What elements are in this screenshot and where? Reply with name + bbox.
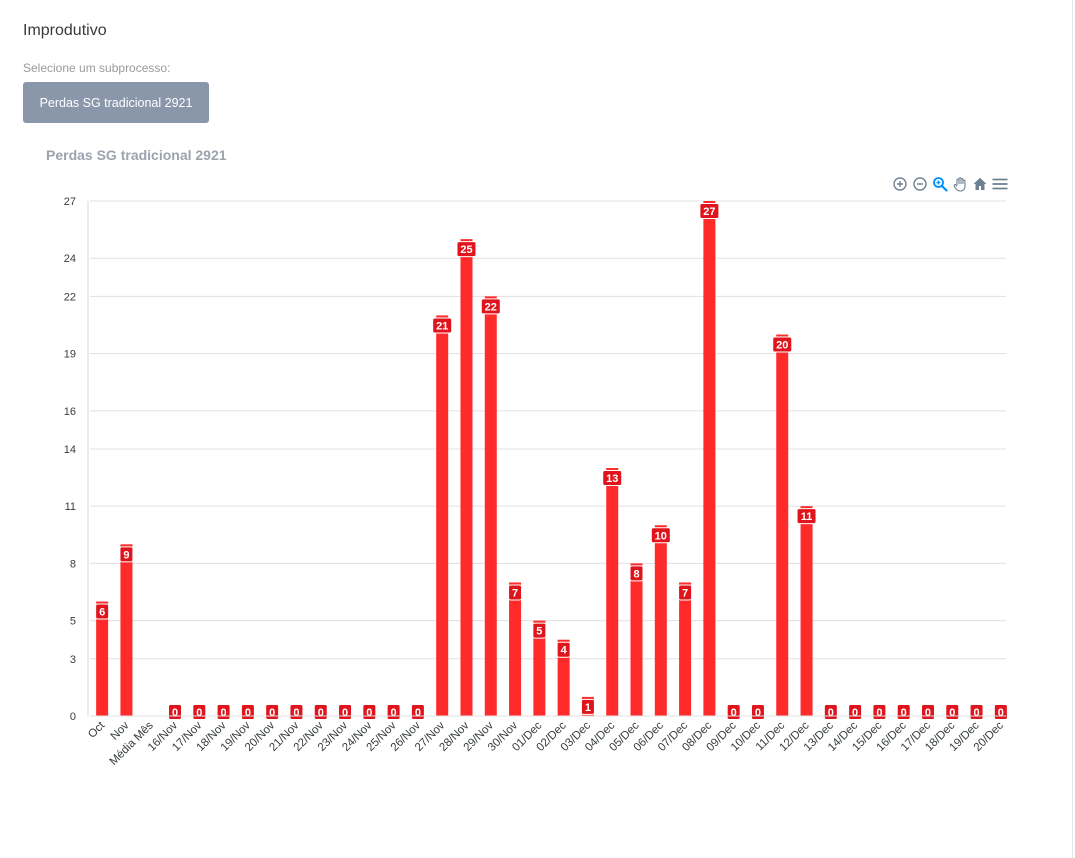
chart-toolbar [890, 174, 1010, 194]
bar[interactable] [460, 239, 473, 717]
y-tick-label: 8 [70, 558, 76, 570]
data-label-bg [650, 527, 671, 544]
y-tick-label: 24 [64, 253, 76, 265]
right-border [1072, 0, 1073, 858]
subprocess-select-label: Selecione um subprocesso: [23, 61, 171, 75]
data-label: 0 [901, 707, 907, 719]
data-label: 0 [269, 707, 275, 719]
data-label-bg [796, 508, 817, 525]
bar[interactable] [630, 563, 643, 716]
data-label: 4 [561, 645, 568, 657]
data-label: 0 [293, 707, 299, 719]
data-label-bg [480, 298, 501, 315]
data-label: 10 [655, 530, 667, 542]
data-label: 0 [415, 707, 421, 719]
data-label: 0 [366, 707, 372, 719]
home-icon[interactable] [970, 174, 990, 194]
page-title: Improdutivo [23, 22, 107, 39]
bar[interactable] [120, 544, 133, 716]
bar[interactable] [776, 334, 789, 716]
bar[interactable] [484, 296, 497, 716]
data-label: 0 [755, 707, 761, 719]
bar[interactable] [557, 639, 570, 716]
data-label: 20 [776, 340, 788, 352]
data-label-bg [772, 336, 793, 353]
data-label: 9 [123, 549, 129, 561]
data-label-bg [699, 203, 720, 219]
menu-icon[interactable] [990, 174, 1010, 194]
data-label: 7 [682, 587, 688, 599]
data-label: 0 [221, 707, 227, 719]
data-label: 0 [731, 707, 737, 719]
subprocess-button[interactable]: Perdas SG tradicional 2921 [23, 82, 209, 123]
y-tick-label: 5 [70, 616, 76, 628]
zoom-out-icon[interactable] [910, 174, 930, 194]
data-label: 5 [536, 626, 542, 638]
data-label: 0 [342, 707, 348, 719]
bar[interactable] [654, 525, 667, 716]
data-label: 0 [196, 707, 202, 719]
data-label: 0 [172, 707, 178, 719]
data-label-bg [119, 546, 134, 563]
bar[interactable] [96, 601, 109, 716]
data-label: 0 [828, 707, 834, 719]
data-label-bg [556, 641, 571, 658]
data-label-bg [508, 584, 523, 601]
data-label-bg [532, 622, 547, 639]
bar[interactable] [436, 315, 449, 716]
data-label: 0 [876, 707, 882, 719]
bars [96, 201, 813, 717]
y-tick-label: 14 [64, 444, 76, 456]
data-label: 7 [512, 587, 518, 599]
y-tick-label: 22 [64, 291, 76, 303]
y-tick-label: 16 [64, 406, 76, 418]
data-label-bg [678, 584, 693, 601]
data-label: 0 [318, 707, 324, 719]
data-label: 0 [245, 707, 251, 719]
data-label: 27 [703, 206, 715, 218]
data-label-bg [456, 241, 477, 258]
data-label: 0 [925, 707, 931, 719]
grid [90, 200, 1006, 660]
data-label-bg [95, 603, 110, 620]
data-label-bg [629, 565, 644, 582]
data-label: 8 [633, 568, 639, 580]
data-label: 22 [485, 301, 497, 313]
bar[interactable] [703, 201, 716, 716]
data-label: 0 [949, 707, 955, 719]
data-label: 1 [585, 702, 591, 714]
y-tick-label: 27 [64, 196, 76, 208]
bar[interactable] [679, 582, 692, 716]
bar[interactable] [800, 506, 813, 716]
pan-icon[interactable] [950, 174, 970, 194]
bar[interactable] [533, 620, 546, 716]
chart-title: Perdas SG tradicional 2921 [46, 147, 227, 163]
data-label: 25 [460, 244, 472, 256]
data-label: 0 [974, 707, 980, 719]
data-label-bg [580, 698, 595, 715]
data-label: 0 [852, 707, 858, 719]
data-label: 0 [391, 707, 397, 719]
data-label: 0 [998, 707, 1004, 719]
data-label: 13 [606, 473, 618, 485]
data-label: 11 [801, 511, 813, 523]
zoom-in-icon[interactable] [890, 174, 910, 194]
x-tick-label: Oct [86, 719, 108, 741]
selection-zoom-icon[interactable] [930, 174, 950, 194]
y-tick-label: 11 [65, 501, 76, 513]
data-label: 6 [99, 607, 105, 619]
data-labels: 6 9 0 0 0 0 0 0 0 0 0 0 0 21 25 22 7 5 4 1 13 8 10 7 27 0 0 20 11 0 0 0… [95, 203, 1008, 720]
y-tick-label: 19 [64, 349, 76, 361]
data-label: 21 [436, 320, 448, 332]
y-tick-label: 3 [70, 654, 76, 666]
data-label-bg [432, 317, 453, 334]
data-label-bg [602, 470, 623, 487]
bar[interactable] [606, 468, 619, 716]
bar[interactable] [509, 582, 522, 716]
y-tick-label: 0 [70, 711, 76, 723]
